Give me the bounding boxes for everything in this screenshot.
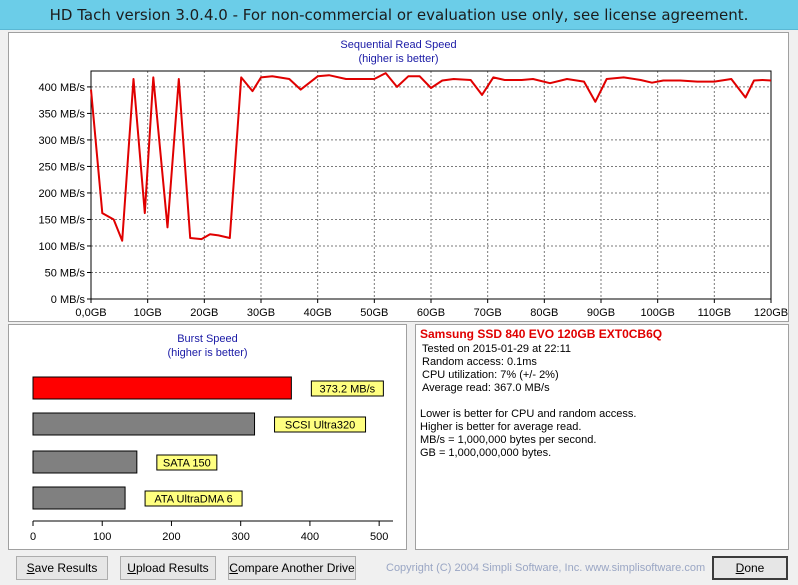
read-speed-line (90, 72, 772, 242)
x-tick-label: 60GB (417, 307, 445, 319)
x-tick-label: 20GB (190, 307, 218, 319)
note-line: GB = 1,000,000,000 bytes. (420, 447, 552, 459)
burst-bar (32, 376, 292, 400)
y-tick-label: 0 MB/s (51, 294, 86, 306)
x-tick-label: 0,0GB (75, 307, 106, 319)
sequential-read-panel: Sequential Read Speed (higher is better)… (8, 32, 789, 322)
sequential-read-chart: 0 MB/s 50 MB/s 100 MB/s 150 MB/s 200 MB/s 250… (39, 70, 788, 319)
x-tick-label: 40GB (304, 307, 332, 319)
y-tick-label: 400 MB/s (39, 82, 86, 94)
sequential-chart-title: Sequential Read Speed (340, 39, 457, 51)
compare-label: ompare Another Drive (237, 561, 355, 575)
x-tick-label: 100GB (641, 307, 675, 319)
burst-bar-label: 373.2 MB/s (320, 384, 376, 396)
burst-bar (32, 412, 256, 436)
x-tick-label: 110GB (698, 307, 731, 319)
done-label: one (744, 561, 765, 575)
x-tick-label: 50GB (360, 307, 388, 319)
drive-info-panel: Samsung SSD 840 EVO 120GB EXT0CB6Q Teste… (415, 324, 789, 550)
random-access: Random access: 0.1ms (422, 356, 537, 368)
save-accel: S (26, 561, 35, 575)
y-tick-label: 100 MB/s (39, 241, 86, 253)
note-line: MB/s = 1,000,000 bytes per second. (420, 434, 597, 446)
note-line: Lower is better for CPU and random acces… (420, 408, 637, 420)
x-tick-label: 120GB (754, 307, 788, 319)
cpu-utilization: CPU utilization: 7% (+/- 2%) (422, 369, 559, 381)
upload-accel: U (127, 561, 136, 575)
sequential-chart-subtitle: (higher is better) (358, 53, 439, 65)
burst-chart-title: Burst Speed (177, 333, 238, 345)
x-tick-label: 80GB (530, 307, 558, 319)
burst-bar (32, 486, 126, 510)
done-accel: D (735, 561, 745, 575)
upload-label: pload Results (135, 561, 209, 575)
burst-bar-label-box (274, 416, 367, 433)
save-results-button[interactable]: Save Results (16, 556, 108, 580)
window-title: HD Tach version 3.0.4.0 - For non-commer… (49, 6, 749, 24)
copyright-text: Copyright (C) 2004 Simpli Software, Inc.… (386, 562, 706, 574)
burst-chart-subtitle: (higher is better) (167, 347, 248, 359)
y-tick-label: 150 MB/s (39, 214, 86, 226)
note-line: Higher is better for average read. (420, 421, 582, 433)
client-area: Sequential Read Speed (higher is better)… (4, 30, 794, 581)
burst-bar (32, 450, 138, 474)
burst-bar-label: ATA UltraDMA 6 (154, 494, 232, 506)
burst-bar-label: SATA 150 (163, 458, 211, 470)
upload-results-button[interactable]: Upload Results (120, 556, 216, 580)
y-tick-label: 200 MB/s (39, 188, 86, 200)
compare-accel: C (229, 561, 238, 575)
x-tick-label: 400 (301, 531, 319, 543)
x-tick-label: 0 (30, 531, 36, 543)
x-tick-label: 30GB (247, 307, 275, 319)
burst-speed-panel: Burst Speed (higher is better) 0 100 200 30… (8, 324, 407, 550)
x-tick-label: 100 (93, 531, 111, 543)
burst-speed-chart: 0 100 200 300 400 500 373.2 MB/s SCSI Ultra320 S… (30, 376, 393, 543)
x-tick-label: 70GB (474, 307, 502, 319)
drive-name: Samsung SSD 840 EVO 120GB EXT0CB6Q (420, 327, 663, 341)
done-button[interactable]: Done (712, 556, 788, 580)
x-tick-label: 500 (370, 531, 388, 543)
burst-bar-label-box (144, 490, 243, 507)
x-tick-label: 90GB (587, 307, 615, 319)
burst-bar-label-box (156, 454, 218, 471)
y-tick-label: 350 MB/s (39, 108, 86, 120)
y-tick-label: 250 MB/s (39, 161, 86, 173)
burst-bar-label-box (310, 380, 384, 397)
x-tick-label: 300 (232, 531, 250, 543)
y-tick-label: 50 MB/s (45, 267, 86, 279)
x-tick-label: 200 (162, 531, 180, 543)
x-tick-label: 10GB (134, 307, 162, 319)
burst-bar-label: SCSI Ultra320 (285, 420, 355, 432)
tested-on: Tested on 2015-01-29 at 22:11 (422, 343, 572, 355)
compare-another-drive-button[interactable]: Compare Another Drive (228, 556, 356, 580)
title-bar[interactable]: HD Tach version 3.0.4.0 - For non-commer… (0, 0, 798, 30)
plot-frame (90, 70, 772, 300)
y-tick-label: 300 MB/s (39, 135, 86, 147)
average-read: Average read: 367.0 MB/s (422, 382, 550, 394)
save-label: ave Results (34, 561, 98, 575)
